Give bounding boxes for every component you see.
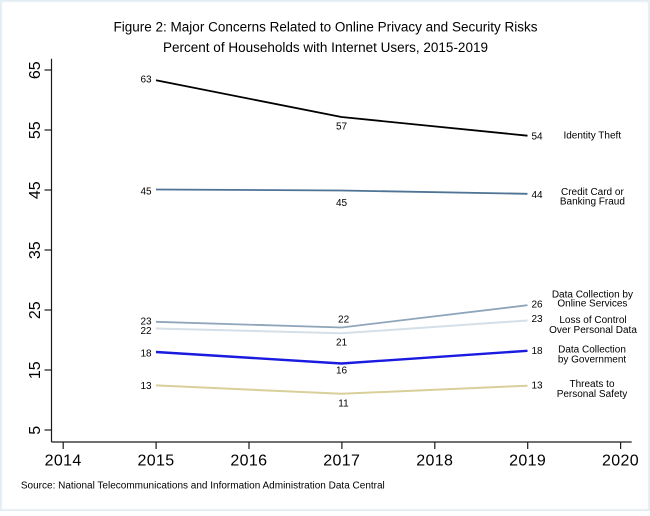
svg-text:54: 54 xyxy=(532,132,544,143)
svg-text:Credit Card or: Credit Card or xyxy=(561,187,624,198)
svg-text:Percent of Households with Int: Percent of Households with Internet User… xyxy=(163,40,488,55)
svg-text:13: 13 xyxy=(140,381,152,392)
svg-text:5: 5 xyxy=(27,425,44,434)
svg-text:15: 15 xyxy=(27,361,44,379)
svg-text:22: 22 xyxy=(140,326,152,337)
svg-text:Figure 2: Major Concerns Relat: Figure 2: Major Concerns Related to Onli… xyxy=(114,20,538,35)
svg-text:35: 35 xyxy=(27,241,44,259)
svg-text:2017: 2017 xyxy=(323,452,360,469)
svg-text:16: 16 xyxy=(336,366,348,377)
svg-text:2016: 2016 xyxy=(230,452,267,469)
svg-text:65: 65 xyxy=(27,61,44,79)
svg-text:23: 23 xyxy=(140,317,152,328)
svg-text:23: 23 xyxy=(532,314,544,325)
svg-text:44: 44 xyxy=(532,190,544,201)
svg-text:25: 25 xyxy=(27,301,44,319)
svg-text:26: 26 xyxy=(532,300,544,311)
svg-text:63: 63 xyxy=(140,74,152,85)
svg-text:Personal Safety: Personal Safety xyxy=(557,389,628,400)
svg-text:11: 11 xyxy=(338,399,349,410)
svg-text:Banking Fraud: Banking Fraud xyxy=(560,197,625,208)
svg-text:by Government: by Government xyxy=(558,355,627,366)
svg-text:Over Personal Data: Over Personal Data xyxy=(549,325,637,336)
svg-text:Source: National Telecommunica: Source: National Telecommunications and … xyxy=(21,481,385,492)
svg-text:18: 18 xyxy=(532,346,544,357)
svg-text:18: 18 xyxy=(140,349,152,360)
svg-text:2020: 2020 xyxy=(602,452,639,469)
svg-text:21: 21 xyxy=(336,338,348,349)
svg-text:13: 13 xyxy=(532,381,544,392)
svg-text:45: 45 xyxy=(27,181,44,199)
svg-text:55: 55 xyxy=(27,121,44,139)
svg-text:45: 45 xyxy=(336,198,348,209)
svg-text:22: 22 xyxy=(338,315,350,326)
svg-text:57: 57 xyxy=(336,121,348,132)
svg-text:2019: 2019 xyxy=(509,452,546,469)
svg-text:2014: 2014 xyxy=(45,452,82,469)
svg-text:Online Services: Online Services xyxy=(557,299,627,310)
svg-text:Data Collection: Data Collection xyxy=(558,344,626,355)
svg-text:Loss of Control: Loss of Control xyxy=(559,315,626,326)
svg-text:Threats to: Threats to xyxy=(569,379,614,390)
svg-text:2018: 2018 xyxy=(416,452,453,469)
svg-text:Identity Theft: Identity Theft xyxy=(563,131,621,142)
svg-text:2015: 2015 xyxy=(138,452,175,469)
svg-text:45: 45 xyxy=(140,186,152,197)
svg-text:Data Collection by: Data Collection by xyxy=(552,289,633,300)
